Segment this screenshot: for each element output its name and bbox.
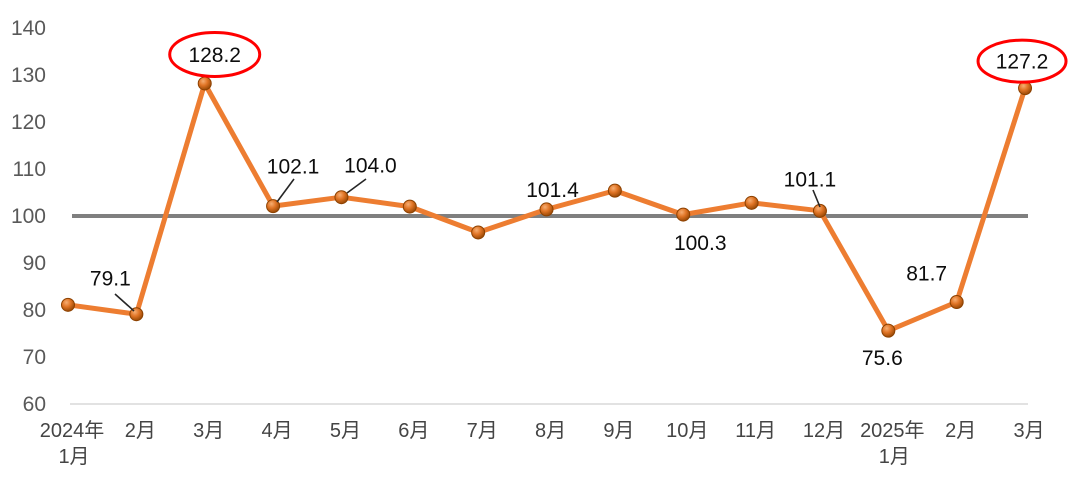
y-tick-label: 140 [11, 17, 46, 40]
data-point-marker [197, 76, 212, 91]
x-tick-label: 10月 [666, 420, 708, 442]
data-point-marker [812, 203, 827, 218]
axes-layer: 140 130 120 110 100 90 80 70 60 2024年 1月 2月 3月 4月 5月 6月… [11, 17, 1045, 468]
data-label: 104.0 [344, 155, 397, 178]
x-tick-label: 6月 [398, 420, 429, 442]
highlight-ellipse [976, 38, 1068, 84]
x-tick-label: 1月 [879, 446, 910, 468]
y-tick-label: 130 [11, 64, 46, 87]
x-tick-label: 2025年 [860, 419, 925, 442]
y-tick-label: 70 [23, 346, 46, 369]
data-label-leader-line [114, 293, 135, 312]
x-tick-label: 9月 [603, 420, 634, 442]
y-tick-label: 60 [23, 393, 46, 416]
data-label: 100.3 [674, 232, 727, 255]
data-label-layer: 79.1 128.2 102.1 104.0 101.4 100.3 101.1 75.6 81… [90, 30, 1068, 370]
data-point-marker [402, 199, 417, 214]
x-tick-label: 5月 [330, 420, 361, 442]
y-tick-label: 120 [11, 111, 46, 134]
data-point-marker [266, 199, 281, 214]
data-point-marker [539, 202, 554, 217]
data-label-leader-line [812, 189, 821, 208]
data-label: 75.6 [862, 347, 903, 370]
x-tick-label: 3月 [1013, 420, 1044, 442]
x-tick-label: 12月 [803, 420, 845, 442]
y-tick-label: 90 [23, 252, 46, 275]
x-tick-label: 8月 [535, 420, 566, 442]
data-point-marker [61, 297, 75, 312]
data-label-leader-line [346, 178, 367, 194]
x-tick-label: 1月 [58, 446, 89, 468]
x-tick-label: 2024年 [40, 419, 105, 442]
data-point-marker [881, 323, 896, 338]
x-tick-label: 7月 [467, 420, 498, 442]
data-label-leader-line [276, 178, 295, 203]
data-point-marker [607, 183, 622, 198]
x-tick-label: 3月 [193, 420, 224, 442]
data-point-marker [334, 190, 349, 205]
data-label: 102.1 [267, 156, 320, 179]
data-label: 101.4 [526, 179, 579, 202]
data-point-marker [676, 207, 691, 222]
data-point-marker [744, 195, 759, 210]
highlight-ellipse [168, 30, 262, 78]
data-point-marker [471, 225, 486, 240]
x-tick-label: 4月 [262, 420, 293, 442]
y-tick-label: 100 [11, 205, 46, 228]
data-label: 81.7 [906, 263, 947, 286]
data-label: 101.1 [784, 168, 837, 191]
x-tick-label: 2月 [125, 420, 156, 442]
y-tick-label: 110 [13, 158, 46, 181]
data-label: 79.1 [90, 268, 131, 291]
x-tick-label: 11月 [735, 420, 776, 442]
series-layer [61, 76, 1033, 338]
data-label: 127.2 [996, 51, 1049, 74]
data-point-marker [949, 295, 964, 310]
x-tick-label: 2月 [945, 420, 976, 442]
data-label: 128.2 [188, 44, 241, 67]
y-tick-label: 80 [23, 299, 46, 322]
